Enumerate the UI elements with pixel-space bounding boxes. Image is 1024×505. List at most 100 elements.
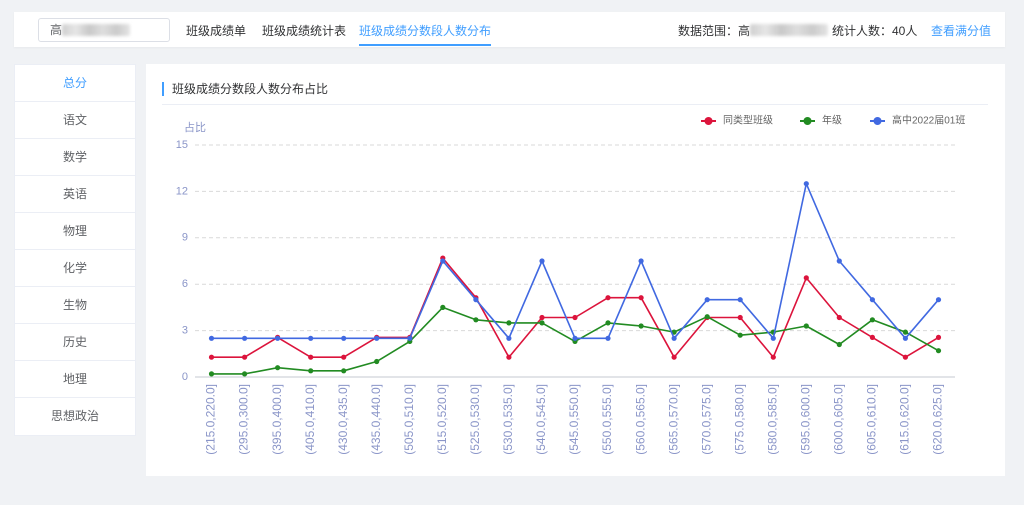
- x-tick-label: (550.0,555.0]: [600, 384, 614, 455]
- data-point: [638, 258, 644, 264]
- y-tick-label: 12: [176, 185, 188, 197]
- tab-class-score-sheet[interactable]: 班级成绩单: [186, 24, 247, 38]
- chart-series: [208, 181, 942, 377]
- x-tick-label: (505.0,510.0]: [402, 384, 416, 455]
- legend-label: 年级: [822, 114, 842, 127]
- legend-item-3[interactable]: 高中2022届01班: [870, 114, 965, 127]
- y-tick-label: 0: [182, 371, 188, 383]
- x-tick-label: (545.0,550.0]: [567, 384, 581, 455]
- data-point: [374, 358, 380, 365]
- class-select[interactable]: 高: [38, 18, 170, 42]
- sidebar-item-total[interactable]: 总分: [15, 65, 135, 102]
- sidebar-item-geography[interactable]: 地理: [15, 361, 135, 398]
- data-point: [440, 304, 446, 310]
- legend-item-1[interactable]: 同类型班级: [701, 114, 773, 127]
- x-axis-ticks: (215.0,220.0] (295.0,300.0] (395.0,400.0] (…: [204, 384, 945, 455]
- legend-label: 同类型班级: [723, 114, 773, 127]
- data-point: [242, 371, 248, 377]
- x-tick-label: (615.0,620.0]: [898, 384, 912, 455]
- x-tick-label: (570.0,575.0]: [699, 384, 713, 455]
- y-tick-label: 3: [182, 325, 188, 337]
- data-point: [208, 335, 215, 341]
- data-point: [605, 295, 611, 301]
- data-point: [836, 314, 842, 321]
- data-point: [473, 297, 479, 303]
- redacted-text-block: [62, 24, 130, 36]
- y-axis-ticks: 0 3 6 9 12 15: [176, 139, 188, 383]
- x-tick-label: (620.0,625.0]: [931, 384, 945, 455]
- data-point: [737, 297, 743, 303]
- x-tick-label: (430.0,435.0]: [336, 384, 350, 455]
- data-point: [803, 323, 809, 329]
- x-tick-label: (565.0,570.0]: [666, 384, 680, 455]
- x-tick-label: (395.0,400.0]: [270, 384, 284, 455]
- sidebar-item-english[interactable]: 英语: [15, 176, 135, 213]
- x-tick-label: (405.0,410.0]: [303, 384, 317, 455]
- view-full-score-link[interactable]: 查看满分值: [931, 24, 992, 38]
- data-point: [671, 335, 677, 341]
- data-point: [308, 368, 314, 374]
- x-tick-label: (215.0,220.0]: [204, 384, 218, 455]
- x-tick-label: (435.0,440.0]: [369, 384, 383, 455]
- data-point: [671, 354, 677, 360]
- data-point: [869, 297, 876, 303]
- class-select-value: 高: [50, 23, 63, 37]
- data-point: [242, 335, 248, 341]
- sidebar-item-chinese[interactable]: 语文: [15, 102, 135, 139]
- sidebar-item-physics[interactable]: 物理: [15, 213, 135, 250]
- data-point: [935, 334, 942, 340]
- tab-class-score-statistics[interactable]: 班级成绩统计表: [262, 24, 347, 38]
- data-point: [407, 335, 413, 341]
- student-count-label: 统计人数：40人: [832, 24, 918, 38]
- x-tick-label: (595.0,600.0]: [798, 384, 812, 455]
- sidebar-item-history[interactable]: 历史: [15, 324, 135, 361]
- chart-gridlines: [195, 144, 955, 378]
- data-point: [506, 335, 512, 341]
- sidebar-item-math[interactable]: 数学: [15, 139, 135, 176]
- data-point: [902, 354, 909, 360]
- data-point: [638, 295, 644, 301]
- data-point: [770, 335, 776, 341]
- y-tick-label: 6: [182, 278, 188, 290]
- sidebar-item-politics[interactable]: 思想政治: [15, 398, 135, 435]
- chart-panel: 占比 0 3 6 9 12 15 (215.0,220.0] (295.0,300.0] (3…: [146, 64, 1005, 476]
- data-point: [902, 335, 909, 341]
- active-tab-underline: [359, 44, 491, 46]
- data-point: [605, 335, 611, 341]
- tab-score-band-distribution[interactable]: 班级成绩分数段人数分布: [359, 24, 492, 38]
- data-point: [572, 314, 578, 321]
- legend-dot-icon: [704, 117, 713, 125]
- redacted-text-block: [750, 24, 828, 36]
- data-point: [341, 335, 347, 341]
- data-range-label: 数据范围：高: [678, 24, 751, 38]
- data-point: [935, 297, 942, 303]
- x-tick-label: (515.0,520.0]: [435, 384, 449, 455]
- x-tick-label: (540.0,545.0]: [534, 384, 548, 455]
- subject-sidebar: 总分 语文 数学 英语 物理 化学 生物 历史 地理 思想政治: [14, 64, 136, 436]
- data-point: [539, 320, 545, 326]
- x-tick-label: (525.0,530.0]: [468, 384, 482, 455]
- y-tick-label: 9: [182, 232, 188, 244]
- sidebar-item-chemistry[interactable]: 化学: [15, 250, 135, 287]
- x-tick-label: (530.0,535.0]: [501, 384, 515, 455]
- data-point: [440, 258, 446, 264]
- data-point: [308, 354, 314, 360]
- data-point: [473, 317, 479, 323]
- series-class-2022-01: [208, 181, 942, 341]
- data-point: [803, 275, 809, 281]
- data-point: [242, 354, 248, 360]
- x-tick-label: (580.0,585.0]: [765, 384, 779, 455]
- legend-item-2[interactable]: 年级: [800, 114, 842, 127]
- data-point: [869, 317, 876, 323]
- data-point: [836, 341, 842, 348]
- data-point: [341, 354, 347, 360]
- data-point: [869, 334, 876, 340]
- data-point: [539, 314, 545, 321]
- chart-legend: 同类型班级 年级 高中2022届01班: [701, 114, 965, 127]
- data-point: [902, 329, 909, 335]
- data-point: [308, 335, 314, 341]
- sidebar-item-biology[interactable]: 生物: [15, 287, 135, 324]
- x-tick-label: (605.0,610.0]: [865, 384, 879, 455]
- top-bar: 高 班级成绩单 班级成绩统计表 班级成绩分数段人数分布 数据范围：高 统计人数：…: [14, 12, 1005, 47]
- x-tick-label: (575.0,580.0]: [732, 384, 746, 455]
